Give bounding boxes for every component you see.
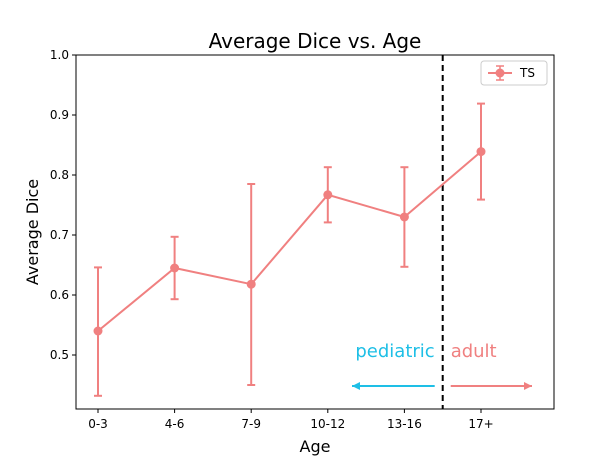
legend-marker (495, 68, 505, 78)
y-tick-label: 0.7 (50, 228, 69, 242)
y-tick-label: 0.6 (50, 288, 69, 302)
x-tick-label: 10-12 (310, 417, 345, 431)
y-tick-label: 0.9 (50, 108, 69, 122)
y-tick-label: 0.5 (50, 348, 69, 362)
adult-label: adult (451, 341, 497, 362)
legend: TS (480, 60, 548, 86)
pediatric-arrowhead (352, 382, 360, 390)
data-point (399, 212, 409, 222)
legend-box (480, 60, 548, 86)
x-tick-label: 0-3 (88, 417, 108, 431)
plot-area: 0.5 0.6 0.7 0.8 0.9 1.0 0-3 4-6 7-9 10-12 13-16 17+… (50, 48, 532, 431)
plot-frame (75, 54, 555, 410)
data-point (93, 326, 103, 336)
x-tick-label: 7-9 (241, 417, 261, 431)
data-point (246, 279, 256, 289)
series-line (97, 150, 482, 332)
y-tick-label: 0.8 (50, 168, 69, 182)
y-axis-label: Average Dice (23, 179, 42, 285)
y-tick-label: 1.0 (50, 48, 69, 62)
adult-arrowhead (524, 382, 532, 390)
data-point (170, 263, 180, 273)
pediatric-label: pediatric (355, 341, 434, 362)
x-axis-label: Age (300, 437, 331, 456)
x-tick-label: 13-16 (387, 417, 422, 431)
chart-title: Average Dice vs. Age (209, 29, 422, 53)
data-point (476, 147, 486, 157)
legend-label: TS (519, 66, 535, 80)
data-point (323, 190, 333, 200)
x-tick-label: 17+ (468, 417, 493, 431)
x-tick-label: 4-6 (165, 417, 185, 431)
